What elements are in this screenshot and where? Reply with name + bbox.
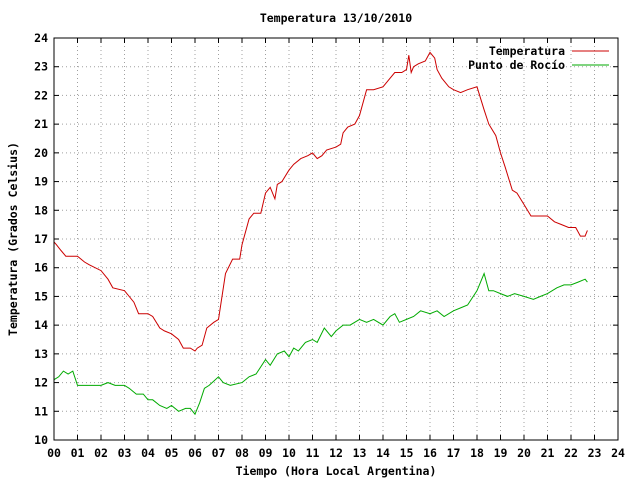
x-tick-label: 21 [541,446,555,460]
x-tick-label: 08 [235,446,249,460]
axis-ticks: 00 01 02 03 04 05 06 07 08 09 10 11 12 13 14 15 16 17 18 19… [34,31,625,460]
x-tick-label: 17 [447,446,461,460]
x-tick-label: 22 [564,446,578,460]
x-tick-label: 06 [188,446,202,460]
x-tick-label: 07 [212,446,226,460]
legend-label-punto-de-rocio: Punto de Rocío [468,58,565,72]
x-tick-label: 20 [517,446,531,460]
y-tick-label: 11 [34,404,48,418]
y-tick-label: 15 [34,289,48,303]
series-line-temperatura [53,51,588,352]
x-tick-label: 02 [94,446,108,460]
y-tick-label: 12 [34,376,48,390]
y-tick-label: 20 [34,146,48,160]
y-tick-label: 10 [34,433,48,447]
y-tick-label: 24 [34,31,48,45]
y-tick-label: 13 [34,347,48,361]
chart-title: Temperatura 13/10/2010 [260,11,412,25]
x-tick-label: 19 [494,446,508,460]
x-tick-label: 00 [47,446,61,460]
x-tick-label: 16 [423,446,437,460]
y-tick-label: 16 [34,261,48,275]
x-tick-label: 09 [259,446,273,460]
x-tick-label: 23 [588,446,602,460]
y-tick-label: 18 [34,203,48,217]
y-tick-label: 17 [34,232,48,246]
x-tick-label: 12 [329,446,343,460]
plot-frame [53,37,619,441]
y-tick-label: 22 [34,88,48,102]
y-tick-label: 21 [34,117,48,131]
legend-label-temperatura: Temperatura [489,44,565,58]
x-tick-label: 10 [282,446,296,460]
x-tick-label: 15 [400,446,414,460]
y-axis-label: Temperatura (Grados Celsius) [6,142,20,336]
x-tick-label: 11 [306,446,320,460]
x-tick-label: 18 [470,446,484,460]
x-axis-label: Tiempo (Hora Local Argentina) [236,464,437,478]
x-tick-label: 13 [353,446,367,460]
y-tick-label: 14 [34,318,48,332]
x-tick-label: 14 [376,446,390,460]
y-tick-label: 23 [34,60,48,74]
grid [54,38,618,440]
series-line-punto-de-rocio [53,271,588,416]
x-tick-label: 24 [611,446,625,460]
x-tick-label: 03 [118,446,132,460]
x-tick-label: 05 [165,446,179,460]
series-layer [53,51,588,416]
y-tick-label: 19 [34,175,48,189]
x-tick-label: 01 [71,446,85,460]
x-tick-label: 04 [141,446,155,460]
